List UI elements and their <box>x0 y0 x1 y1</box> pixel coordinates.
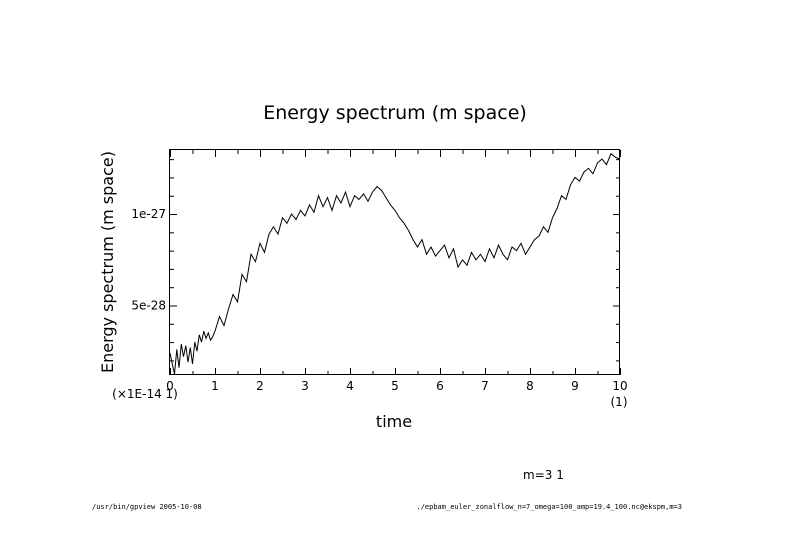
x-axis-label: time <box>376 412 412 431</box>
y-axis-ticks: 5e-28 1e-27 <box>131 159 620 362</box>
y-tick-label: 5e-28 <box>131 298 166 312</box>
x-tick-label: 5 <box>391 379 399 393</box>
x-multiplier: (1) <box>611 395 628 409</box>
y-tick-label: 1e-27 <box>131 207 166 221</box>
x-tick-label: 7 <box>481 379 489 393</box>
chart-title: Energy spectrum (m space) <box>263 102 527 124</box>
x-tick-label: 10 <box>612 379 627 393</box>
footer-left: /usr/bin/gpview 2005-10-08 <box>92 503 202 511</box>
x-tick-label: 1 <box>211 379 219 393</box>
x-tick-label: 4 <box>346 379 354 393</box>
x-tick-label: 2 <box>256 379 264 393</box>
y-multiplier: (×1E-14 1) <box>112 387 178 401</box>
footer-right: ./epbam_euler_zonalflow_n=7_omega=100_am… <box>416 503 682 511</box>
y-axis-label: Energy spectrum (m space) <box>98 151 117 373</box>
mode-annotation: m=3 1 <box>523 468 564 482</box>
x-axis-ticks: 0 1 2 3 4 5 6 7 8 9 10 <box>166 150 628 393</box>
plot-frame <box>169 149 620 375</box>
series-line <box>169 152 621 375</box>
x-tick-label: 3 <box>301 379 309 393</box>
x-tick-label: 6 <box>436 379 444 393</box>
x-tick-label: 9 <box>571 379 579 393</box>
x-tick-label: 0 <box>166 379 174 393</box>
x-tick-label: 8 <box>526 379 534 393</box>
